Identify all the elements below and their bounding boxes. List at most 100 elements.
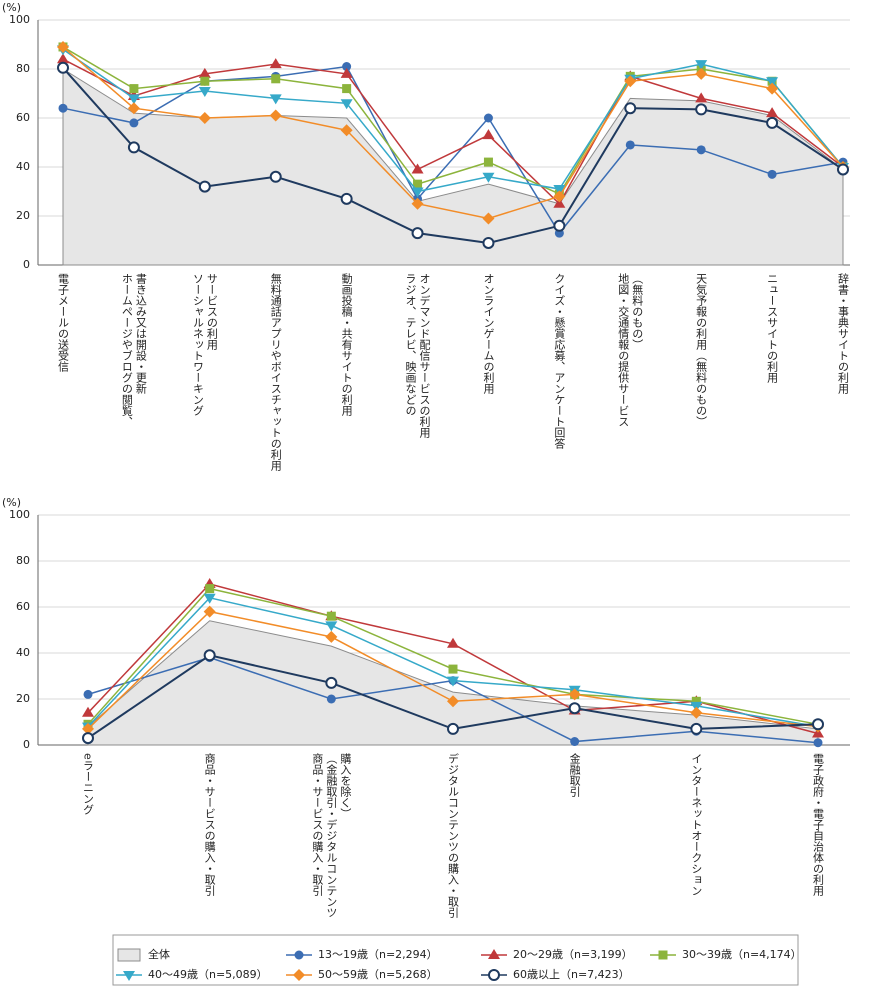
x-tick-label: 電子政府・電子自治体の利用 [812, 753, 825, 897]
x-tick-label: クイズ・懸賞応募、アンケート回答 [553, 273, 566, 450]
marker [205, 584, 215, 594]
marker [483, 113, 493, 123]
marker [269, 58, 282, 69]
marker [482, 212, 495, 225]
y-tick-label: 40 [16, 646, 30, 659]
marker [447, 695, 459, 708]
marker [411, 227, 424, 240]
x-tick-label: 地図・交通情報の提供サービス（無料のもの） [617, 273, 644, 427]
x-tick-label-line: 商品・サービスの購入・取引 [203, 752, 216, 896]
marker [766, 82, 779, 95]
marker [695, 67, 708, 80]
x-tick-label: オンラインゲームの利用 [482, 273, 495, 395]
marker [766, 116, 779, 129]
x-tick-label-line: （金融取引・デジタルコンテンツ [325, 753, 338, 918]
marker [658, 950, 668, 960]
marker [447, 722, 459, 735]
x-tick-label: インターネットオークション [690, 753, 703, 896]
marker [553, 190, 566, 203]
x-tick-label: オンラインゲームの利用 [482, 273, 495, 395]
x-tick-label: 電子政府・電子自治体の利用 [812, 753, 825, 897]
legend-swatch [117, 948, 141, 962]
x-tick-label: ソーシャルネットワーキングサービスの利用 [191, 273, 218, 416]
marker [766, 77, 779, 88]
marker [488, 969, 500, 981]
marker [340, 99, 353, 110]
x-tick-label: ニュースサイトの利用 [766, 273, 779, 384]
marker [624, 75, 637, 88]
marker [340, 192, 353, 205]
marker [293, 969, 305, 981]
marker [294, 950, 304, 960]
legend-label: 30～39歳（n=4,174） [682, 948, 802, 961]
x-tick-label-line: 無料通話アプリやボイスチャットの利用 [269, 272, 282, 472]
marker [411, 163, 424, 174]
marker [127, 141, 140, 154]
marker [340, 67, 353, 78]
x-tick-label-line: インターネットオークション [690, 753, 703, 896]
marker [326, 611, 336, 621]
marker [447, 637, 459, 648]
x-tick-label: ニュースサイトの利用 [766, 273, 779, 384]
x-tick-label: インターネットオークション [690, 753, 703, 896]
x-tick-label: 天気予報の利用（無料のもの） [695, 273, 708, 427]
marker [325, 630, 338, 643]
x-tick-label-line: ソーシャルネットワーキング [191, 273, 204, 416]
x-tick-label-line: 動画投稿・共有サイトの利用 [340, 272, 353, 417]
x-tick-label: 商品・サービスの購入・取引 [203, 752, 216, 896]
marker [58, 103, 68, 113]
marker [411, 197, 424, 210]
y-tick-label: 0 [23, 738, 30, 751]
marker [198, 87, 211, 98]
marker [123, 971, 135, 981]
x-tick-label-line: （無料のもの） [631, 273, 644, 350]
marker [413, 179, 423, 189]
x-tick-label-line: ラジオ、テレビ、映画などの [404, 273, 417, 416]
legend-label: 全体 [148, 947, 170, 961]
y-unit: (%) [2, 1, 21, 14]
x-tick-label-line: 地図・交通情報の提供サービス [617, 273, 630, 427]
marker [696, 145, 706, 155]
marker [690, 722, 703, 735]
marker [695, 92, 708, 103]
x-tick-label: デジタルコンテンツの購入・取引 [447, 752, 460, 918]
marker [625, 140, 635, 150]
x-tick-label-line: 購入を除く） [339, 752, 352, 819]
marker [203, 605, 216, 618]
x-tick-label-line: オンデマンド配信サービスの利用 [418, 273, 431, 439]
marker [271, 74, 281, 84]
marker [695, 60, 708, 71]
marker [203, 649, 216, 662]
marker [411, 187, 424, 198]
line [62, 67, 844, 244]
marker [325, 676, 338, 689]
marker [82, 732, 94, 745]
line [62, 65, 844, 235]
marker [340, 124, 353, 137]
marker [198, 112, 211, 124]
marker [570, 737, 580, 747]
x-tick-label: 辞書・事典サイトの利用 [837, 272, 850, 395]
marker [326, 694, 336, 704]
x-tick-label-line: 商品・サービスの購入・取引 [311, 752, 324, 896]
marker [325, 621, 338, 632]
x-tick-label: 金融取引 [568, 752, 581, 797]
x-tick-label-line: デジタルコンテンツの購入・取引 [447, 752, 460, 918]
y-tick-label: 100 [9, 13, 30, 26]
marker [129, 84, 139, 94]
x-tick-label: 地図・交通情報の提供サービス（無料のもの） [617, 273, 644, 427]
x-tick-label-line: eラーニング [82, 753, 95, 815]
marker [342, 62, 352, 72]
x-tick-label-line: 電子メールの送受信 [57, 273, 70, 373]
marker [691, 696, 701, 706]
legend-label: 40～49歳（n=5,089） [148, 968, 268, 981]
y-tick-label: 0 [23, 258, 30, 271]
marker [690, 706, 703, 719]
marker [568, 702, 581, 715]
marker [200, 76, 210, 86]
x-tick-label: 動画投稿・共有サイトの利用 [340, 272, 353, 417]
x-tick-label-line: 書き込み又は開設・更新 [134, 272, 147, 394]
marker [127, 102, 140, 115]
x-tick-label-line: オンラインゲームの利用 [482, 273, 495, 395]
y-tick-label: 100 [9, 508, 30, 521]
